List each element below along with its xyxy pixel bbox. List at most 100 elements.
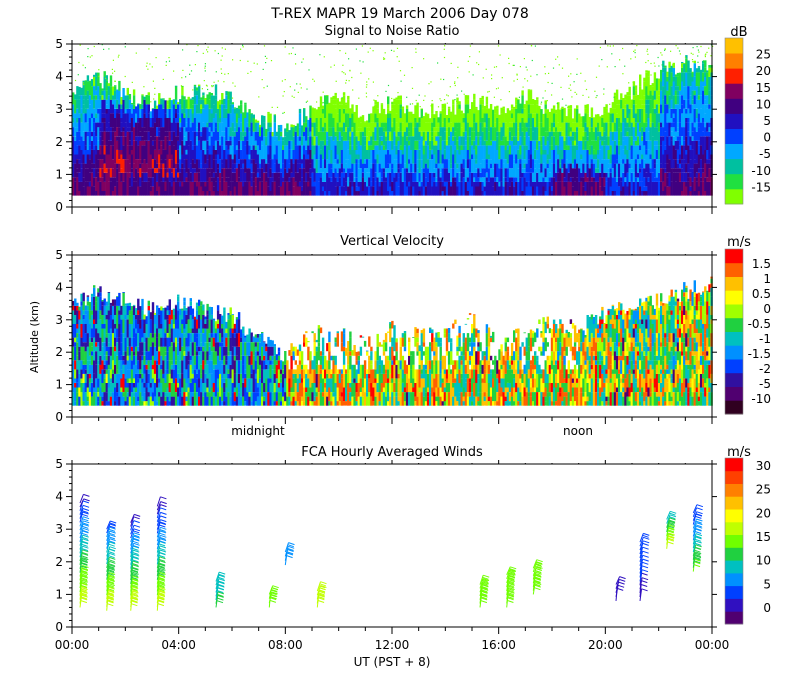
heatmap-cell [233,333,237,338]
heatmap-cell [706,95,709,105]
heatmap-cell [250,122,253,137]
noise-speckle [214,50,216,52]
heatmap-cell [534,163,537,169]
heatmap-cell [405,127,409,137]
heatmap-cell [559,149,562,155]
heatmap-cell [447,181,451,196]
heatmap-cell [172,383,176,397]
noise-speckle [439,98,441,100]
heatmap-cell [447,122,451,128]
heatmap-cell [422,154,426,169]
heatmap-cell [441,104,444,109]
heatmap-cell [227,378,230,392]
heatmap-cell [485,140,489,146]
heatmap-cell [615,163,619,178]
heatmap-cell [475,168,478,173]
heatmap-cell [691,122,694,132]
heatmap-cell [195,87,199,91]
heatmap-cell [305,159,308,173]
heatmap-cell [147,351,150,361]
heatmap-cell [114,351,117,365]
heatmap-cell [561,122,564,132]
heatmap-cell [231,181,234,187]
noise-speckle [131,81,133,83]
heatmap-cell [334,118,337,132]
heatmap-cell [76,127,79,132]
heatmap-cell [210,396,213,406]
heatmap-cell [170,319,174,329]
heatmap-cell [263,355,266,361]
heatmap-cell [416,149,419,159]
heatmap-cell [76,305,79,311]
heatmap-cell [683,159,686,164]
heatmap-cell [250,332,253,343]
heatmap-cell [668,67,671,82]
noise-speckle [333,64,335,66]
heatmap-cell [618,177,621,187]
heatmap-cell [263,136,266,150]
heatmap-cell [445,159,449,169]
heatmap-cell [177,369,180,374]
heatmap-cell [212,337,216,347]
heatmap-cell [181,85,184,87]
heatmap-cell [216,122,220,132]
heatmap-cell [101,95,104,100]
heatmap-cell [103,99,106,114]
heatmap-cell [389,172,392,187]
heatmap-cell [240,329,243,338]
heatmap-cell [414,118,417,123]
heatmap-cell [286,159,289,173]
heatmap-cell [510,127,514,137]
heatmap-cell [632,104,636,118]
heatmap-cell [485,104,489,109]
heatmap-cell [456,104,459,118]
heatmap-cell [225,140,228,146]
heatmap-cell [214,154,218,160]
heatmap-cell [93,99,96,109]
heatmap-cell [269,360,272,365]
heatmap-cell [311,107,314,109]
heatmap-cell [227,113,230,128]
noise-speckle [700,45,702,48]
heatmap-cell [254,131,258,141]
heatmap-cell [691,181,694,196]
heatmap-cell [128,99,132,109]
noise-speckle [677,47,679,49]
heatmap-cell [473,181,476,196]
heatmap-cell [605,104,608,109]
heatmap-cell [130,360,134,370]
heatmap-cell [141,378,144,383]
heatmap-cell [193,118,197,132]
heatmap-cell [204,383,207,393]
heatmap-cell [99,131,102,137]
heatmap-cell [225,168,228,178]
heatmap-cell [437,136,440,150]
heatmap-cell [84,314,87,324]
heatmap-cell [120,355,123,361]
heatmap-cell [114,113,117,118]
heatmap-cell [424,140,428,146]
heatmap-cell [130,131,134,146]
noise-speckle [584,80,586,82]
heatmap-cell [548,111,552,114]
heatmap-cell [613,95,617,109]
heatmap-cell [445,181,449,187]
heatmap-cell [101,122,104,132]
heatmap-cell [582,177,585,187]
heatmap-cell [181,154,184,164]
heatmap-cell [147,369,150,374]
heatmap-cell [256,342,260,352]
heatmap-cell [250,373,253,379]
heatmap-cell [135,113,138,118]
heatmap-cell [639,131,642,146]
heatmap-cell [708,168,711,182]
heatmap-cell [557,131,560,146]
heatmap-cell [193,84,197,86]
heatmap-cell [605,159,608,173]
heatmap-cell [221,163,224,169]
noise-speckle [231,97,234,99]
heatmap-cell [183,333,186,338]
heatmap-cell [263,396,266,402]
heatmap-cell [156,191,159,196]
heatmap-cell [643,145,646,160]
